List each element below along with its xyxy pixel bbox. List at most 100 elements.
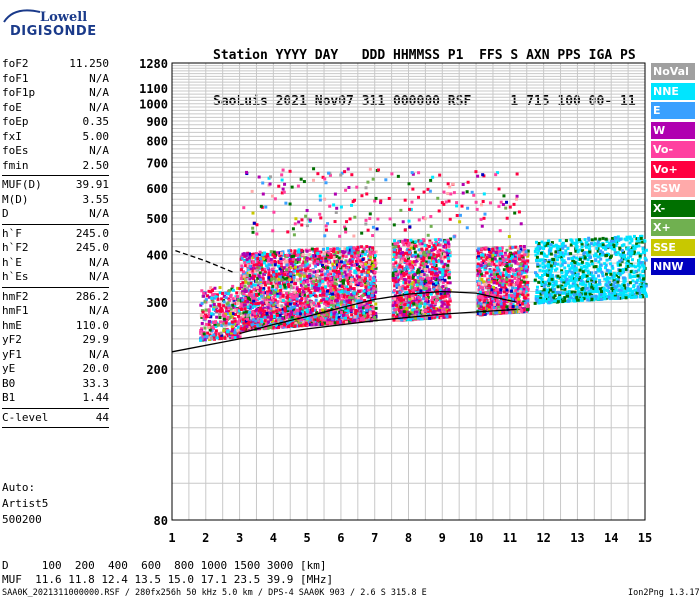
echo-point xyxy=(220,324,224,328)
echo-point xyxy=(495,259,499,263)
echo-point xyxy=(417,299,421,303)
echo-point xyxy=(331,262,335,266)
echo-point xyxy=(259,294,263,298)
echo-point xyxy=(308,316,312,320)
echo-point xyxy=(332,304,336,308)
auto-program: Artist5 xyxy=(2,497,49,510)
echo-point xyxy=(367,260,371,264)
echo-point xyxy=(429,292,433,296)
echo-point xyxy=(484,271,488,275)
echo-point xyxy=(517,277,521,281)
echo-point xyxy=(373,262,377,266)
echo-point xyxy=(300,304,304,308)
echo-point xyxy=(489,273,493,277)
param-row: yF1 N/A xyxy=(2,348,109,363)
echo-point xyxy=(393,268,397,272)
echo-point xyxy=(236,320,240,324)
echo-point xyxy=(488,268,492,272)
echo-point xyxy=(295,324,299,328)
echo-point xyxy=(211,325,215,329)
echo-point xyxy=(238,317,242,321)
echo-point xyxy=(360,316,364,320)
echo-point xyxy=(402,259,406,263)
echo-point xyxy=(503,300,507,304)
echo-point xyxy=(333,281,337,285)
echo-point xyxy=(394,310,398,314)
echo-point xyxy=(420,317,424,321)
echo-point xyxy=(222,300,226,304)
echo-point xyxy=(359,289,363,293)
echo-point xyxy=(517,269,521,273)
echo-point xyxy=(244,288,248,292)
echo-point xyxy=(501,271,505,275)
echo-point xyxy=(484,257,488,261)
param-name: yF1 xyxy=(2,347,22,361)
echo-point xyxy=(520,285,524,289)
echo-point xyxy=(290,254,294,258)
echo-point xyxy=(313,249,317,253)
echo-point xyxy=(437,279,441,283)
param-row: hmF1 N/A xyxy=(2,304,109,319)
echo-point xyxy=(503,304,507,308)
echo-point xyxy=(346,248,350,252)
echo-point xyxy=(508,252,512,256)
echo-point xyxy=(251,318,255,322)
echo-point xyxy=(336,296,340,300)
echo-point xyxy=(400,273,404,277)
echo-point xyxy=(446,268,450,272)
echo-point xyxy=(239,324,243,328)
echo-point xyxy=(430,256,434,260)
echo-point xyxy=(436,273,440,277)
echo-point xyxy=(268,278,272,282)
echo-point xyxy=(231,312,235,316)
echo-point xyxy=(401,251,405,255)
echo-point xyxy=(438,306,442,310)
echo-point xyxy=(269,303,273,307)
echo-point xyxy=(209,290,213,294)
echo-point xyxy=(412,246,416,250)
echo-point xyxy=(248,310,252,314)
echo-point xyxy=(359,297,363,301)
echo-point xyxy=(437,259,441,263)
echo-point xyxy=(424,248,428,252)
echo-point xyxy=(308,248,312,252)
echo-point xyxy=(302,322,306,326)
echo-point xyxy=(233,334,237,338)
echo-point xyxy=(247,268,251,272)
echo-point xyxy=(252,288,256,292)
echo-point xyxy=(526,254,530,258)
echo-point xyxy=(259,306,263,310)
echo-point xyxy=(441,270,445,274)
echo-point xyxy=(293,297,297,301)
param-value: 245.0 xyxy=(75,241,109,254)
echo-point xyxy=(218,304,222,308)
echo-point xyxy=(263,267,267,271)
echo-point xyxy=(345,313,349,317)
echo-point xyxy=(366,295,370,299)
echo-point xyxy=(369,281,373,285)
echo-point xyxy=(290,275,294,279)
echo-point xyxy=(400,318,404,322)
echo-point xyxy=(344,268,348,272)
echo-point xyxy=(526,249,530,253)
echo-point xyxy=(478,277,482,281)
echo-point xyxy=(355,248,359,252)
echo-point xyxy=(476,262,480,266)
echo-point xyxy=(405,239,409,243)
echo-point xyxy=(283,277,287,281)
echo-point xyxy=(352,291,356,295)
echo-point xyxy=(270,286,274,290)
echo-point xyxy=(411,316,415,320)
echo-point xyxy=(368,311,372,315)
echo-point xyxy=(263,251,267,255)
echo-point xyxy=(227,310,231,314)
echo-point xyxy=(401,256,405,260)
echo-point xyxy=(292,279,296,283)
echo-point xyxy=(222,298,226,302)
echo-point xyxy=(372,286,376,290)
echo-point xyxy=(221,291,225,295)
echo-point xyxy=(233,328,237,332)
echo-point xyxy=(409,238,413,242)
echo-point xyxy=(439,292,443,296)
echo-point xyxy=(427,280,431,284)
